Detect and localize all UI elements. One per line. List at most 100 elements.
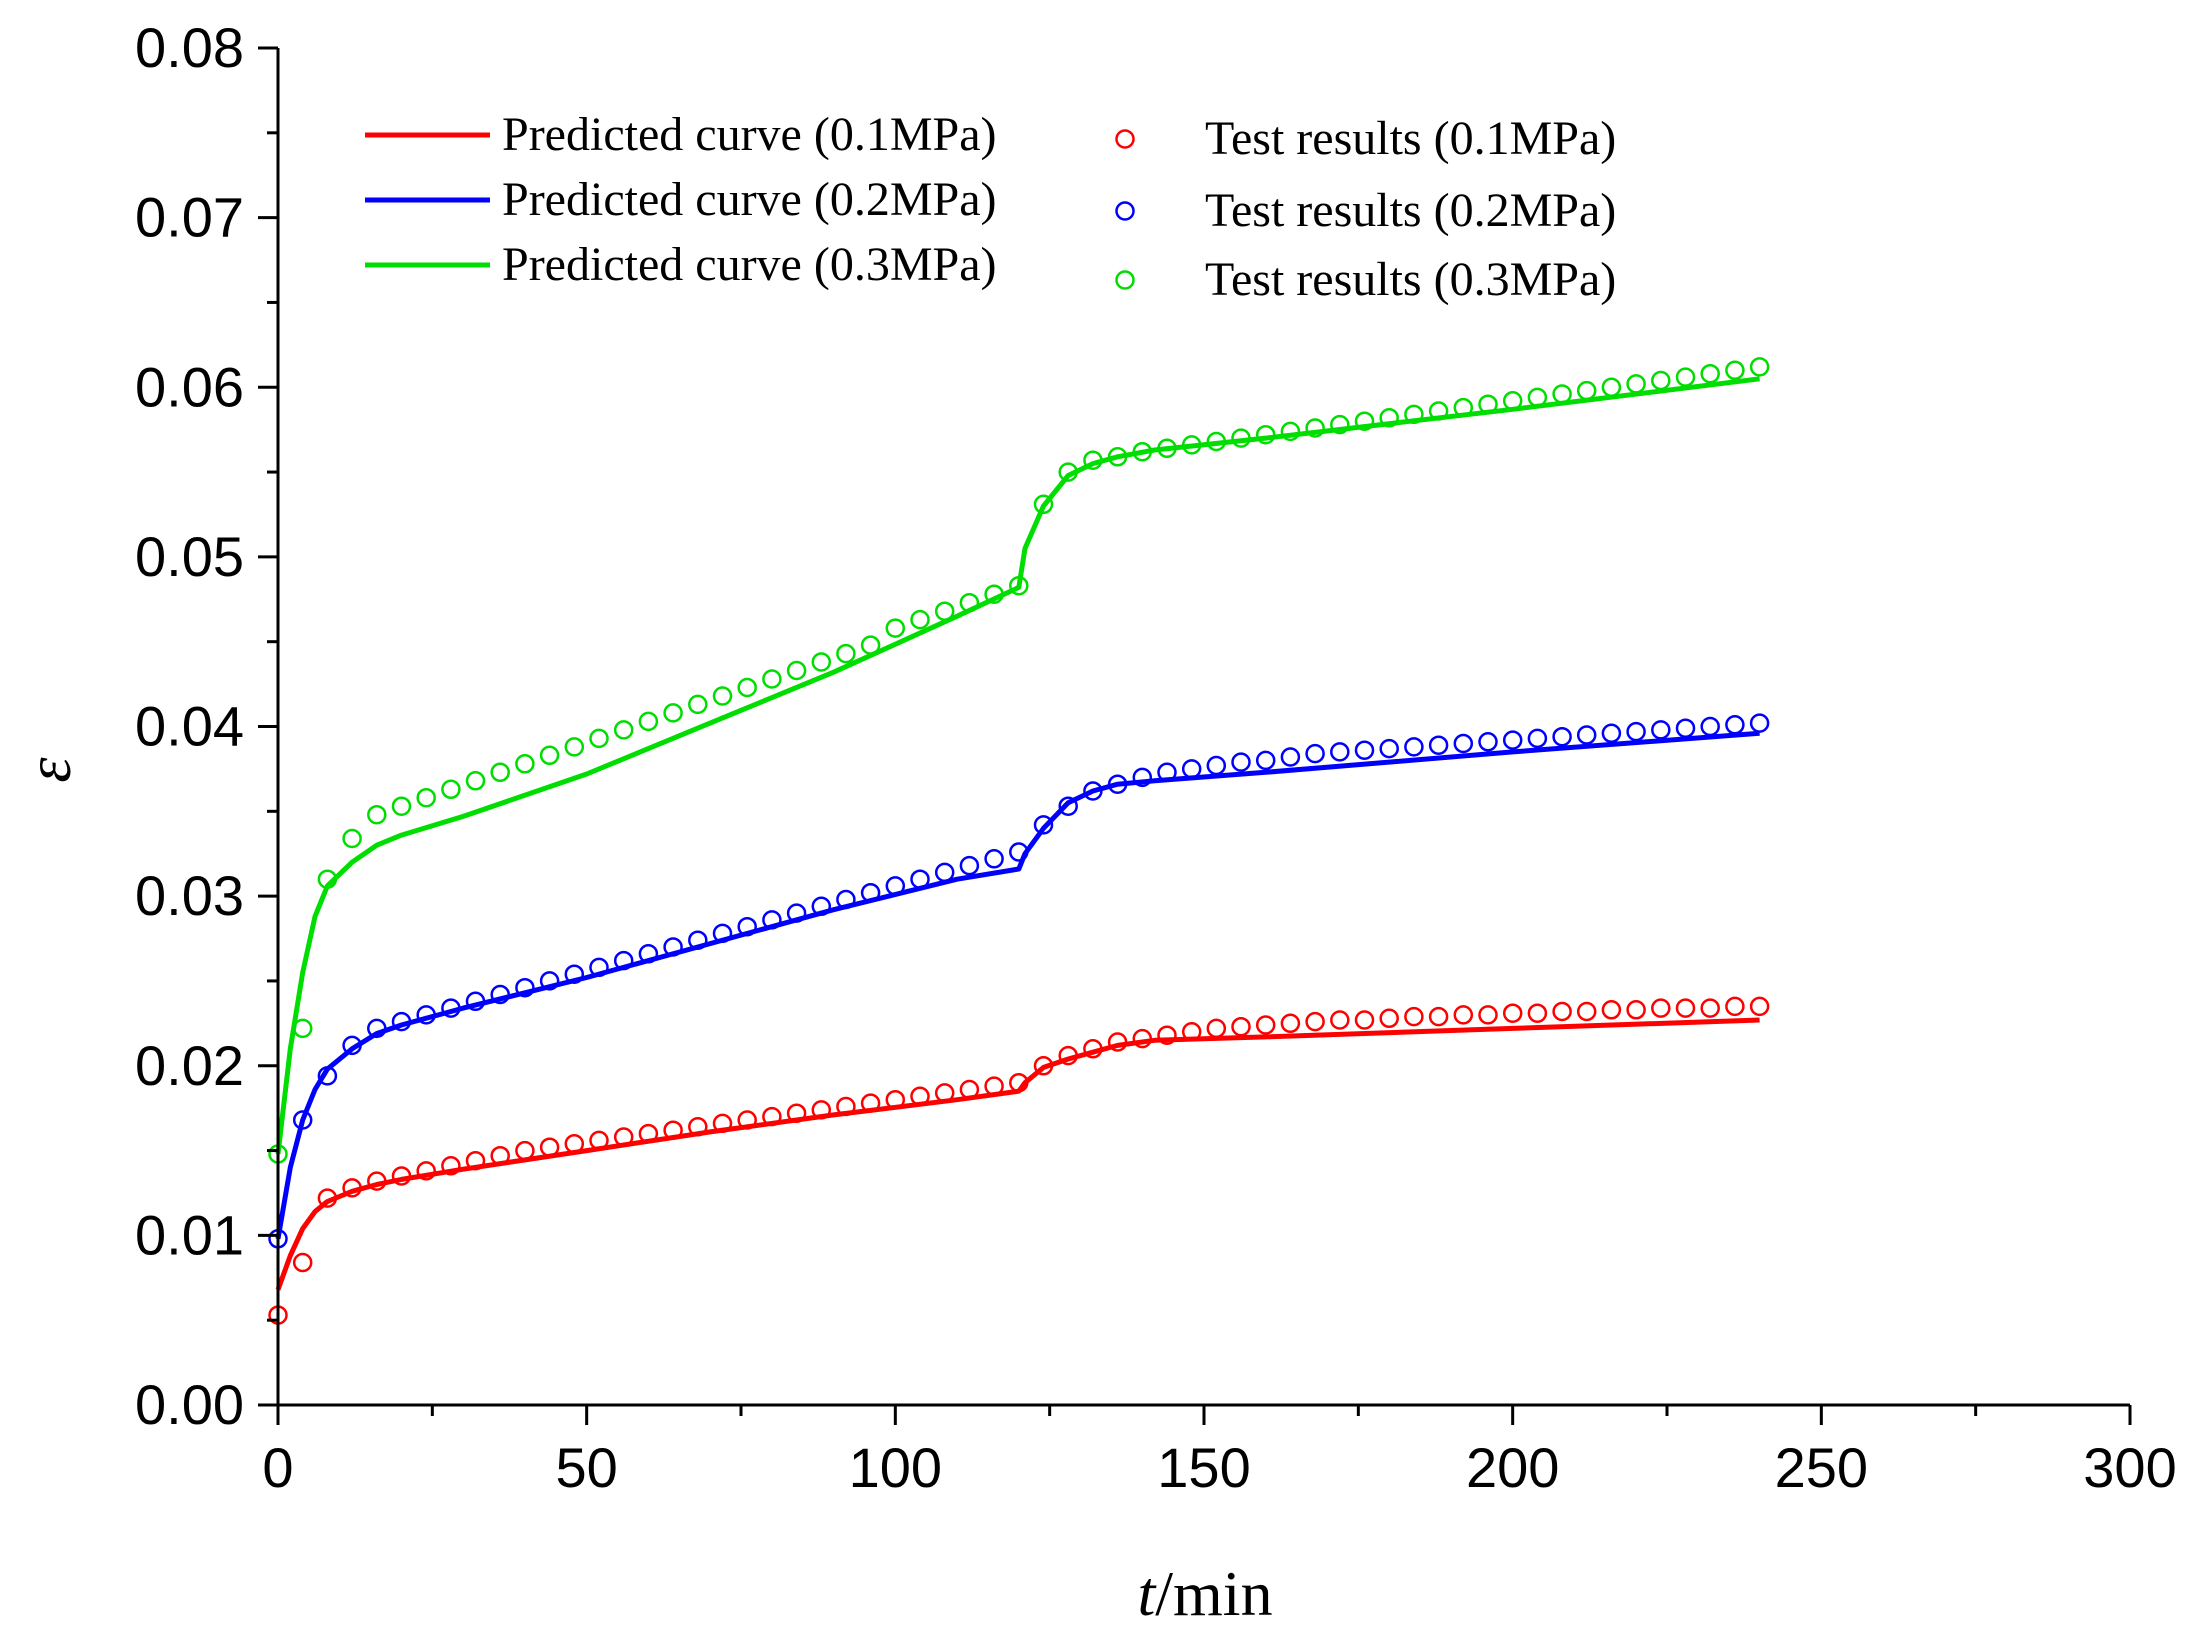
test-point-2 xyxy=(1478,732,1498,752)
test-point-3 xyxy=(465,771,486,791)
test-point-2 xyxy=(1675,718,1696,738)
test-point-2 xyxy=(1502,730,1523,750)
test-point-3 xyxy=(663,703,683,723)
test-point-2 xyxy=(465,991,486,1012)
test-point-2 xyxy=(885,876,906,896)
y-axis-label: ε xyxy=(13,757,84,783)
test-point-3 xyxy=(1231,428,1251,448)
test-point-1 xyxy=(441,1156,461,1176)
test-point-3 xyxy=(490,762,510,783)
test-point-3 xyxy=(1700,363,1720,384)
predicted-curve-3 xyxy=(275,376,1760,1155)
test-point-1 xyxy=(1379,1008,1399,1029)
test-point-2 xyxy=(1132,767,1153,788)
test-point-2 xyxy=(391,1011,412,1032)
test-point-1 xyxy=(465,1150,486,1171)
test-point-1 xyxy=(1058,1045,1078,1066)
test-point-1 xyxy=(1404,1006,1424,1027)
test-point-2 xyxy=(984,849,1004,869)
test-point-2 xyxy=(1552,726,1572,747)
test-point-3 xyxy=(1107,447,1128,467)
test-point-1 xyxy=(1527,1003,1548,1023)
test-point-3 xyxy=(1083,450,1103,470)
test-point-1 xyxy=(1083,1039,1103,1059)
test-point-2 xyxy=(1330,742,1350,762)
test-point-2 xyxy=(1157,762,1177,783)
test-point-2 xyxy=(490,984,510,1005)
test-point-3 xyxy=(391,796,412,816)
test-point-3 xyxy=(1651,370,1671,391)
test-point-1 xyxy=(515,1140,535,1161)
x-tick-label: 150 xyxy=(1157,1436,1250,1499)
test-point-1 xyxy=(1280,1013,1301,1034)
test-point-3 xyxy=(1354,411,1375,431)
test-point-2 xyxy=(712,923,733,944)
test-point-3 xyxy=(515,754,535,774)
y-tick-label: 0.02 xyxy=(135,1034,244,1097)
test-point-2 xyxy=(416,1005,436,1025)
test-point-3 xyxy=(860,635,881,655)
test-point-2 xyxy=(515,977,535,998)
test-point-1 xyxy=(885,1089,906,1110)
test-point-1 xyxy=(638,1123,659,1144)
test-point-2 xyxy=(663,937,683,957)
test-point-3 xyxy=(1132,441,1153,462)
test-point-1 xyxy=(1725,996,1745,1017)
test-point-3 xyxy=(1181,435,1202,455)
test-point-2 xyxy=(786,903,807,923)
test-point-2 xyxy=(737,916,757,937)
test-point-3 xyxy=(1453,397,1474,418)
test-point-2 xyxy=(762,910,782,930)
test-point-3 xyxy=(1157,438,1177,459)
legend-label: Predicted curve (0.1MPa) xyxy=(502,108,997,161)
test-point-2 xyxy=(688,930,708,950)
test-point-3 xyxy=(441,779,461,800)
test-point-3 xyxy=(1725,360,1745,381)
test-point-2 xyxy=(539,971,560,991)
legend-label: Predicted curve (0.3MPa) xyxy=(502,238,997,291)
test-point-3 xyxy=(1255,424,1276,445)
test-point-3 xyxy=(1033,494,1054,515)
test-point-2 xyxy=(613,950,634,971)
legend-marker-swatch xyxy=(1115,201,1135,221)
test-point-2 xyxy=(811,896,832,917)
test-point-3 xyxy=(1552,384,1572,404)
legend-label: Predicted curve (0.2MPa) xyxy=(502,173,997,226)
test-point-3 xyxy=(1404,404,1424,425)
test-point-3 xyxy=(1626,374,1646,394)
test-point-2 xyxy=(1107,774,1128,794)
test-point-1 xyxy=(712,1113,733,1134)
test-point-3 xyxy=(292,1018,313,1039)
test-point-2 xyxy=(589,957,609,978)
test-point-3 xyxy=(910,609,930,630)
test-point-3 xyxy=(1330,414,1350,435)
test-point-2 xyxy=(836,889,856,910)
axes: 0 50 100 150 200 250 300 0.00 0.01 0.02 0.03 0.04 0.… xyxy=(135,16,2177,1499)
x-tick-label: 200 xyxy=(1466,1436,1559,1499)
x-tick-label: 300 xyxy=(2083,1436,2176,1499)
test-point-2 xyxy=(1725,715,1745,735)
y-tick-label: 0.07 xyxy=(135,186,244,249)
test-point-3 xyxy=(416,787,436,808)
y-tick-label: 0.00 xyxy=(135,1373,244,1436)
test-point-1 xyxy=(367,1171,387,1191)
y-tick-label: 0.04 xyxy=(135,695,244,758)
plot-area xyxy=(268,357,1770,1325)
test-point-3 xyxy=(934,601,955,621)
test-point-1 xyxy=(1626,1000,1646,1020)
test-point-3 xyxy=(712,686,733,706)
test-point-2 xyxy=(1181,759,1202,779)
test-point-3 xyxy=(1206,431,1227,452)
test-point-3 xyxy=(613,720,634,740)
test-point-1 xyxy=(1107,1032,1128,1052)
test-point-2 xyxy=(1009,842,1029,862)
test-point-3 xyxy=(1749,357,1770,377)
test-point-2 xyxy=(1206,755,1227,776)
test-point-3 xyxy=(367,804,387,825)
x-tick-label: 50 xyxy=(556,1436,618,1499)
test-point-1 xyxy=(1231,1016,1251,1037)
test-point-2 xyxy=(1354,740,1375,760)
x-tick-label: 250 xyxy=(1775,1436,1868,1499)
test-point-1 xyxy=(737,1110,757,1130)
test-point-1 xyxy=(1428,1006,1449,1027)
